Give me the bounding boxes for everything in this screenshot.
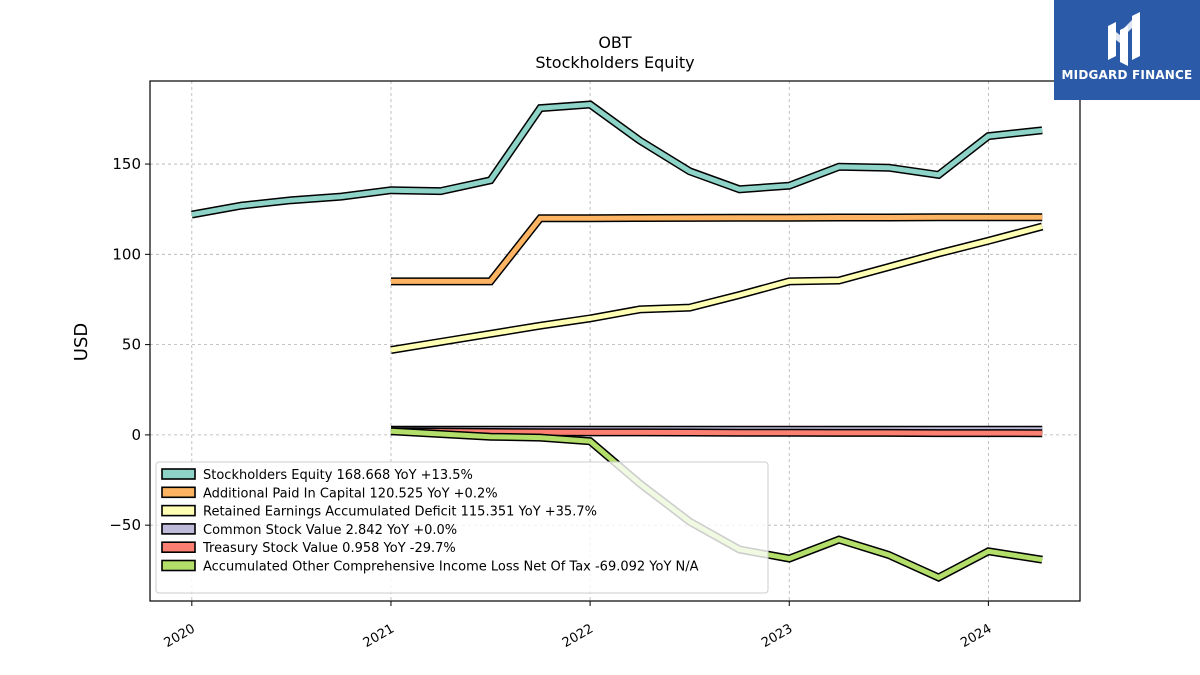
legend-label: Accumulated Other Comprehensive Income L… bbox=[203, 560, 699, 575]
series-2 bbox=[391, 213, 1043, 286]
legend: Stockholders Equity 168.668 YoY +13.5% Ad… bbox=[155, 461, 769, 594]
series-layer bbox=[191, 100, 1044, 582]
series-line bbox=[390, 428, 1043, 436]
legend-label: Stockholders Equity 168.668 YoY +13.5% bbox=[203, 468, 473, 483]
x-tick-label: 2024 bbox=[958, 621, 994, 651]
legend-swatch bbox=[161, 559, 196, 572]
legend-item: Retained Earnings Accumulated Deficit 11… bbox=[161, 504, 597, 520]
chart-title: OBT bbox=[598, 33, 632, 52]
legend-label: Retained Earnings Accumulated Deficit 11… bbox=[203, 505, 597, 520]
midgard-finance-logo: MIDGARD FINANCE bbox=[1054, 0, 1200, 100]
legend-item: Common Stock Value 2.842 YoY +0.0% bbox=[161, 523, 457, 538]
y-tick-label: 100 bbox=[112, 245, 141, 263]
legend-swatch bbox=[161, 541, 196, 554]
legend-swatch bbox=[161, 523, 196, 535]
series-line bbox=[390, 224, 1043, 353]
plot-frame bbox=[149, 80, 1081, 602]
legend-swatch bbox=[161, 468, 196, 480]
legend-item: Treasury Stock Value 0.958 YoY -29.7% bbox=[161, 541, 456, 556]
legend-box bbox=[155, 461, 769, 594]
chart-subtitle: Stockholders Equity bbox=[535, 53, 694, 72]
legend-label: Additional Paid In Capital 120.525 YoY +… bbox=[203, 486, 498, 501]
legend-label: Common Stock Value 2.842 YoY +0.0% bbox=[203, 523, 457, 538]
legend-label: Treasury Stock Value 0.958 YoY -29.7% bbox=[202, 541, 456, 556]
series-line-outline bbox=[390, 222, 1044, 354]
y-tick-label: −50 bbox=[109, 516, 141, 534]
series-1 bbox=[191, 100, 1043, 219]
series-3 bbox=[390, 222, 1044, 354]
x-tick-label: 2021 bbox=[361, 621, 397, 651]
y-tick-label: 50 bbox=[122, 336, 141, 354]
y-axis-ticks: −50 0 50 100 150 bbox=[109, 155, 150, 534]
series-line bbox=[391, 214, 1043, 284]
x-tick-label: 2022 bbox=[560, 621, 596, 651]
x-tick-label: 2023 bbox=[759, 621, 795, 651]
y-tick-label: 0 bbox=[131, 426, 141, 444]
legend-item: Additional Paid In Capital 120.525 YoY +… bbox=[161, 486, 498, 501]
midgard-m-logo-icon bbox=[1108, 12, 1140, 66]
logo-text: MIDGARD FINANCE bbox=[1061, 68, 1193, 82]
legend-item: Stockholders Equity 168.668 YoY +13.5% bbox=[161, 468, 473, 483]
series-line bbox=[191, 101, 1043, 218]
y-tick-label: 150 bbox=[112, 155, 141, 173]
legend-item: Accumulated Other Comprehensive Income L… bbox=[161, 559, 699, 575]
legend-swatch bbox=[161, 504, 196, 517]
series-5 bbox=[390, 427, 1043, 438]
x-axis-ticks: 2020 2021 2022 2023 2024 bbox=[162, 601, 994, 651]
y-axis-label: USD bbox=[71, 323, 92, 361]
legend-swatch bbox=[161, 486, 196, 499]
x-tick-label: 2020 bbox=[162, 621, 198, 651]
